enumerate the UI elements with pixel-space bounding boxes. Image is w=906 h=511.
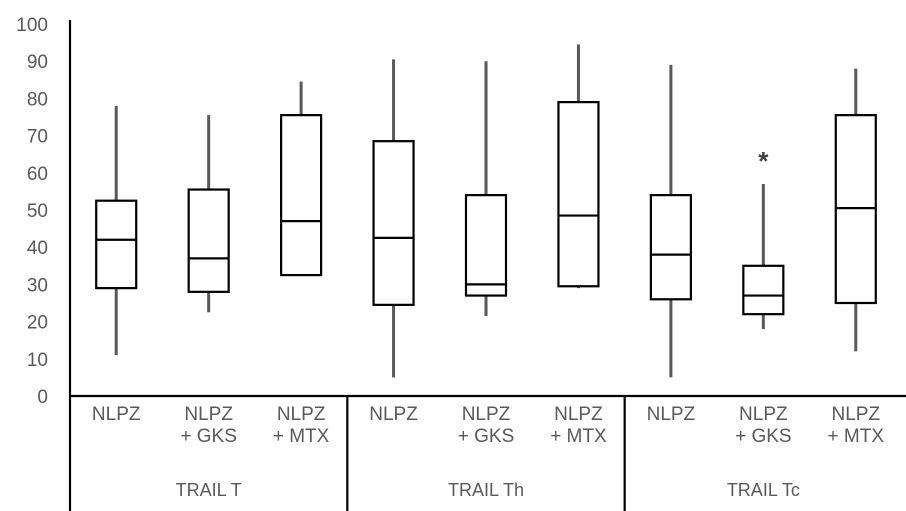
- y-tick-label: 70: [27, 127, 48, 148]
- category-label: NLPZ: [739, 404, 788, 425]
- category-label: NLPZ: [831, 404, 880, 425]
- box-iqr: [557, 101, 600, 288]
- category-label: + GKS: [180, 426, 237, 447]
- category-label: NLPZ: [277, 404, 326, 425]
- box-plot-item: [649, 64, 692, 378]
- y-tick-label: 80: [27, 89, 48, 110]
- box-plot-item: [834, 68, 877, 352]
- y-tick-label: 90: [27, 52, 48, 73]
- y-tick-label: 0: [37, 387, 48, 408]
- y-tick-label: 20: [27, 313, 48, 334]
- axes: [68, 20, 906, 511]
- box-plot-item: *: [742, 146, 785, 330]
- box-iqr: [187, 188, 230, 293]
- y-tick-label: 50: [27, 201, 48, 222]
- category-label: NLPZ: [647, 404, 696, 425]
- box-plot-item: [557, 44, 600, 289]
- group-label: TRAIL Tc: [727, 480, 800, 500]
- category-label: + MTX: [828, 426, 885, 447]
- y-tick-label: 100: [16, 15, 48, 36]
- category-label: NLPZ: [184, 404, 233, 425]
- y-tick-label: 10: [27, 350, 48, 371]
- box-plot-item: [95, 105, 138, 356]
- box-iqr: [464, 194, 508, 297]
- box-iqr: [372, 140, 415, 306]
- category-label: + GKS: [735, 426, 792, 447]
- y-tick-label: 40: [27, 238, 48, 259]
- category-label: NLPZ: [462, 404, 511, 425]
- box-plot-item: [372, 59, 415, 378]
- category-label: + MTX: [550, 426, 607, 447]
- y-tick-label: 60: [27, 164, 48, 185]
- box-iqr: [742, 264, 785, 316]
- box-plot-item: [280, 81, 323, 277]
- y-tick-label: 30: [27, 275, 48, 296]
- box-iqr: [280, 114, 323, 277]
- box-iqr: [649, 194, 692, 301]
- category-label: + MTX: [273, 426, 330, 447]
- category-label: NLPZ: [92, 404, 141, 425]
- box-plot-item: [187, 115, 230, 313]
- category-label: + GKS: [458, 426, 515, 447]
- plot-area: *: [95, 44, 877, 378]
- box-iqr: [95, 199, 138, 290]
- group-label: TRAIL Th: [448, 480, 524, 500]
- box-plot-item: [464, 61, 508, 317]
- category-label: NLPZ: [554, 404, 603, 425]
- y-axis-tick-labels: 0 10 20 30 40 50 60 70 80 90 100: [16, 15, 48, 408]
- group-label: TRAIL T: [176, 480, 242, 500]
- significance-marker: *: [758, 146, 769, 176]
- category-label: NLPZ: [369, 404, 418, 425]
